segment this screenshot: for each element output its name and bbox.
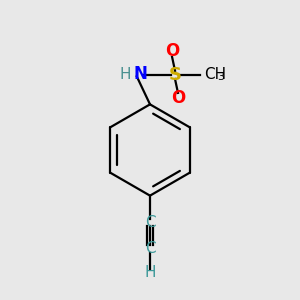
- Text: 3: 3: [217, 72, 224, 82]
- Text: O: O: [171, 89, 185, 107]
- Text: C: C: [145, 214, 155, 230]
- Text: N: N: [133, 65, 147, 83]
- Text: S: S: [169, 66, 182, 84]
- Text: O: O: [165, 42, 179, 60]
- Text: CH: CH: [205, 67, 226, 82]
- Text: H: H: [120, 67, 131, 82]
- Text: C: C: [145, 241, 155, 256]
- Text: H: H: [144, 265, 156, 280]
